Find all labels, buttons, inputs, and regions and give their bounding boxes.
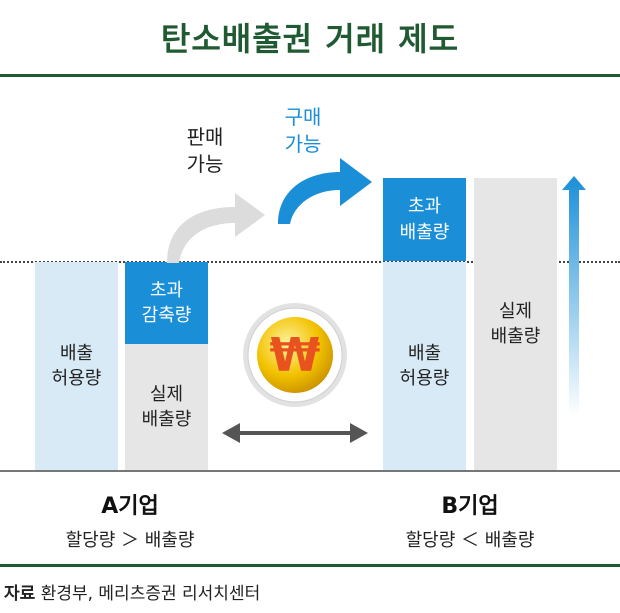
a-excess-reduction-label-2: 감축량 (141, 305, 192, 326)
source-note: 자료 환경부, 메리츠증권 리서치센터 (4, 579, 260, 604)
a-actual-emission-label-1: 실제 (149, 383, 184, 405)
source-prefix: 자료 (4, 584, 36, 604)
source-text: 환경부, 메리츠증권 리서치센터 (40, 584, 261, 604)
b-excess-emission-bar: 초과 배출량 (383, 178, 466, 261)
exchange-arrow-icon (222, 423, 368, 443)
company-a-name: A기업 (101, 494, 159, 519)
b-actual-emission-bar: 실제 배출량 (474, 178, 557, 470)
b-actual-emission-label-1: 실제 (498, 300, 533, 322)
allowance-level-line (0, 261, 620, 263)
company-b-relation: 할당량 ＜ 배출량 (405, 530, 535, 551)
b-actual-emission-label-2: 배출량 (490, 326, 541, 347)
a-excess-reduction-bar: 초과 감축량 (125, 262, 208, 344)
b-allowance-label-1: 배출 (407, 342, 442, 364)
a-allowance-label-2: 허용량 (51, 368, 102, 389)
won-coin-icon: ₩ (243, 303, 347, 407)
buy-label-1: 구매 (284, 105, 322, 129)
baseline (0, 470, 620, 472)
buy-label-2: 가능 (284, 132, 322, 156)
sell-label-1: 판매 (186, 125, 224, 149)
company-b-name: B기업 (441, 494, 499, 519)
a-actual-emission-bar: 실제 배출량 (125, 344, 208, 470)
a-excess-reduction-label-1: 초과 (149, 279, 184, 301)
sell-arrow-icon (167, 193, 265, 263)
b-allowance-bar: 배출 허용량 (383, 262, 466, 470)
b-excess-emission-label-2: 배출량 (399, 221, 450, 243)
buy-available-label: 구매 가능 (268, 104, 338, 158)
a-allowance-bar: 배출 허용량 (35, 262, 118, 470)
won-symbol: ₩ (270, 328, 321, 382)
a-actual-emission-label-2: 배출량 (141, 409, 192, 430)
buy-arrow-icon (278, 158, 372, 224)
a-allowance-label-1: 배출 (59, 342, 94, 364)
sell-label-2: 가능 (186, 152, 224, 176)
b-excess-emission-label-1: 초과 (407, 196, 442, 218)
page-title: 탄소배출권 거래 제도 (160, 20, 460, 58)
footer-divider (0, 564, 620, 567)
b-allowance-label-2: 허용량 (399, 368, 450, 389)
title-divider (0, 74, 620, 77)
company-a-relation: 할당량 ＞ 배출량 (65, 530, 195, 551)
sell-available-label: 판매 가능 (170, 124, 240, 178)
upward-arrow-icon (562, 176, 586, 416)
